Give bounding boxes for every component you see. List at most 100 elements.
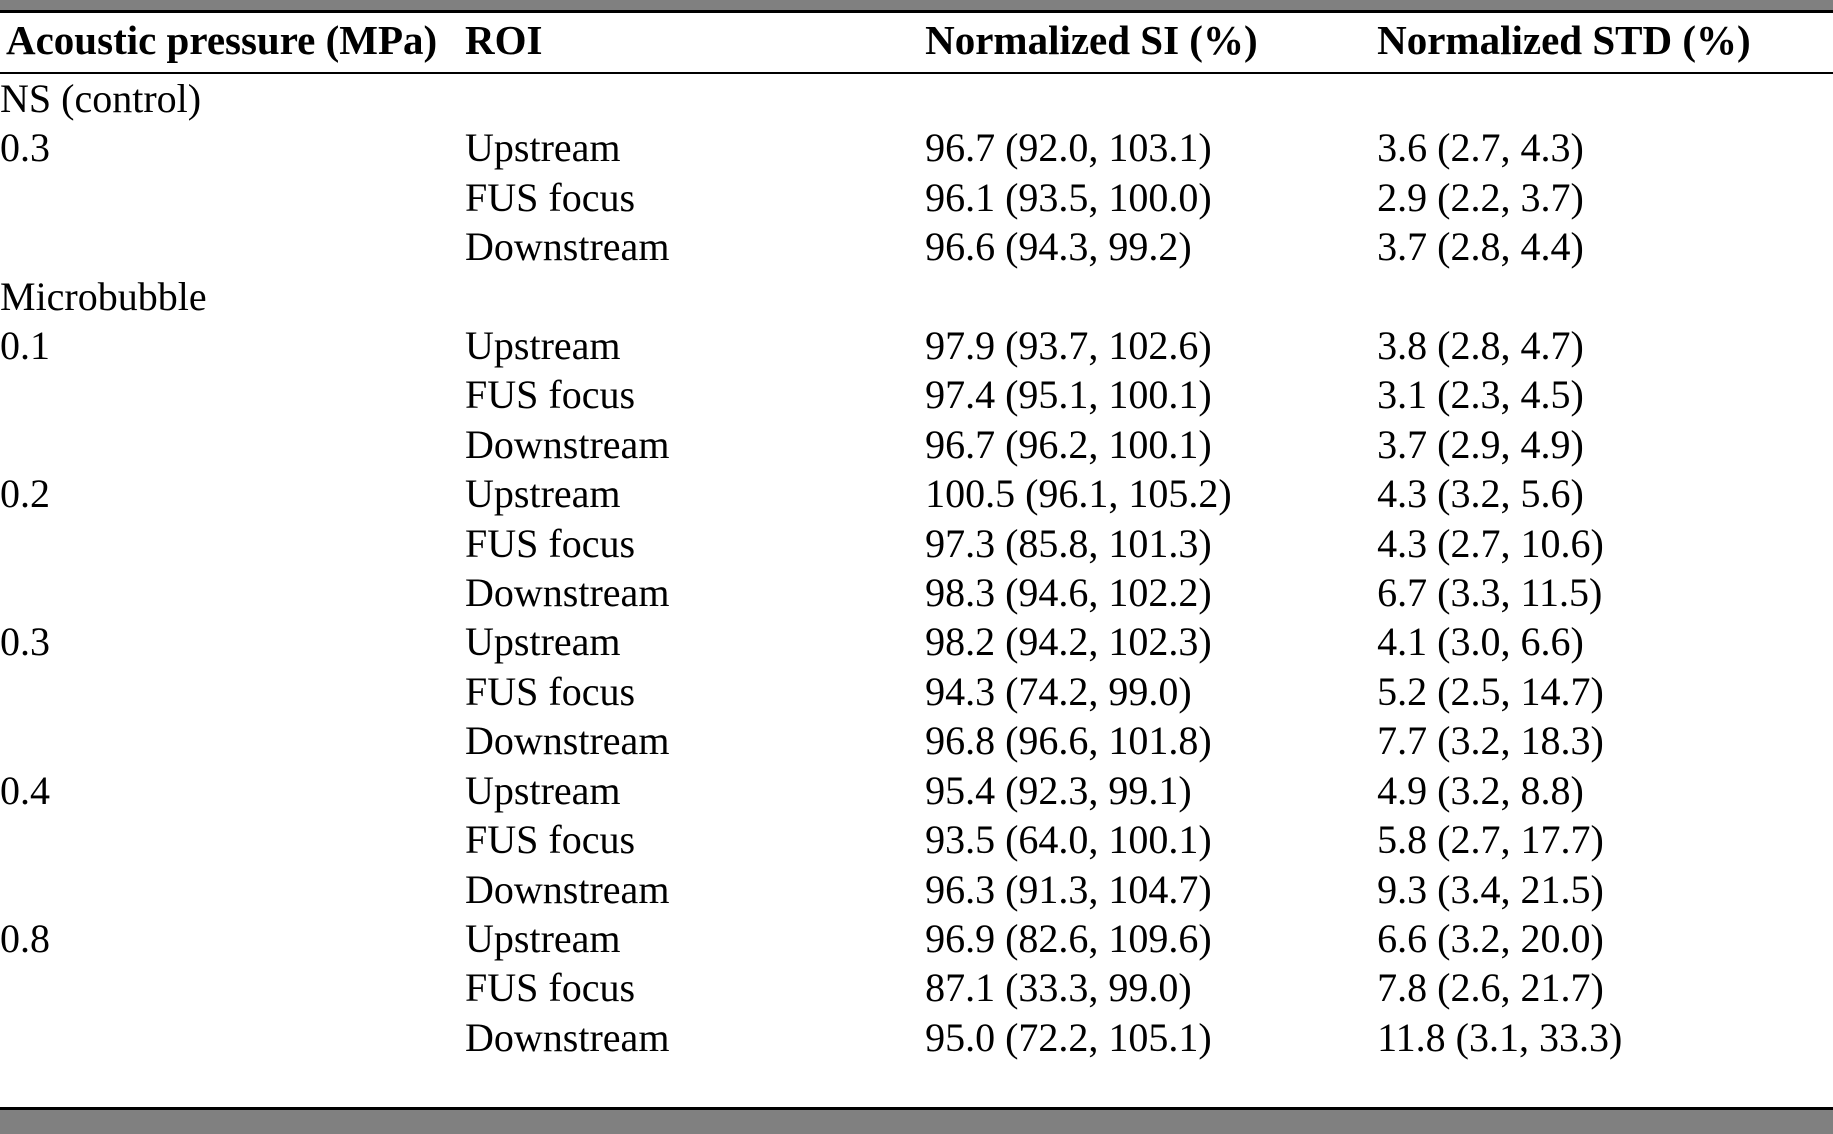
cell-si: 97.3 (85.8, 101.3) bbox=[925, 520, 1212, 566]
cell-roi: Downstream bbox=[465, 224, 670, 270]
cell-pressure bbox=[0, 420, 465, 469]
cell-pressure bbox=[0, 716, 465, 765]
cell-roi: FUS focus bbox=[465, 817, 636, 863]
table-row: Downstream 96.7 (96.2, 100.1) 3.7 (2.9, 4.… bbox=[0, 420, 1833, 469]
cell-std: 7.8 (2.6, 21.7) bbox=[1377, 965, 1604, 1011]
cell-roi: FUS focus bbox=[465, 965, 636, 1011]
cell-si: 96.7 (96.2, 100.1) bbox=[925, 421, 1212, 467]
cell-pressure bbox=[0, 1013, 465, 1062]
table-row: Downstream 98.3 (94.6, 102.2) 6.7 (3.3, 11… bbox=[0, 568, 1833, 617]
cell-std: 3.1 (2.3, 4.5) bbox=[1377, 372, 1584, 418]
table-row: FUS focus 94.3 (74.2, 99.0) 5.2 (2.5, 14.7… bbox=[0, 667, 1833, 716]
cell-std: 3.6 (2.7, 4.3) bbox=[1377, 125, 1584, 171]
table-row: Downstream 96.6 (94.3, 99.2) 3.7 (2.8, 4.4… bbox=[0, 222, 1833, 271]
col-header-acoustic-pressure: Acoustic pressure (MPa) bbox=[0, 13, 466, 74]
cell-std: 2.9 (2.2, 3.7) bbox=[1377, 174, 1584, 220]
cell-std: 6.6 (3.2, 20.0) bbox=[1377, 915, 1604, 961]
cell-pressure bbox=[0, 815, 465, 864]
cell-roi: FUS focus bbox=[465, 372, 636, 418]
cell-si: 93.5 (64.0, 100.1) bbox=[925, 817, 1212, 863]
cell-si: 98.2 (94.2, 102.3) bbox=[925, 619, 1212, 665]
cell-std: 3.7 (2.8, 4.4) bbox=[1377, 224, 1584, 270]
table-row: 0.3 Upstream 96.7 (92.0, 103.1) 3.6 (2.7, 4… bbox=[0, 123, 1833, 172]
cell-pressure bbox=[0, 963, 465, 1012]
cell-std: 4.3 (2.7, 10.6) bbox=[1377, 520, 1604, 566]
table-row: FUS focus 93.5 (64.0, 100.1) 5.8 (2.7, 17.… bbox=[0, 815, 1833, 864]
table-body: NS (control) 0.3 Upstream 96.7 (92.0, 103.1… bbox=[0, 73, 1833, 1062]
cell-si: 96.1 (93.5, 100.0) bbox=[925, 174, 1212, 220]
cell-roi: Upstream bbox=[465, 619, 621, 665]
cell-si: 100.5 (96.1, 105.2) bbox=[925, 471, 1232, 517]
cell-roi: Upstream bbox=[465, 767, 621, 813]
cell-std: 4.3 (3.2, 5.6) bbox=[1377, 471, 1584, 517]
cell-roi: Upstream bbox=[465, 471, 621, 517]
cell-pressure bbox=[0, 370, 465, 419]
table-row: FUS focus 87.1 (33.3, 99.0) 7.8 (2.6, 21.7… bbox=[0, 963, 1833, 1012]
cell-roi: FUS focus bbox=[465, 520, 636, 566]
table-row: 0.1 Upstream 97.9 (93.7, 102.6) 3.8 (2.8, 4… bbox=[0, 321, 1833, 370]
cell-std: 9.3 (3.4, 21.5) bbox=[1377, 866, 1604, 912]
cell-si: 95.4 (92.3, 99.1) bbox=[925, 767, 1192, 813]
cell-si: 96.9 (82.6, 109.6) bbox=[925, 915, 1212, 961]
cell-pressure: 0.2 bbox=[0, 471, 50, 517]
cell-si: 96.6 (94.3, 99.2) bbox=[925, 224, 1192, 270]
cell-roi: Upstream bbox=[465, 915, 621, 961]
cell-pressure bbox=[0, 568, 465, 617]
cell-roi: FUS focus bbox=[465, 174, 636, 220]
cell-roi: Downstream bbox=[465, 866, 670, 912]
cell-pressure bbox=[0, 222, 465, 271]
cell-std: 4.9 (3.2, 8.8) bbox=[1377, 767, 1584, 813]
cell-si: 97.4 (95.1, 100.1) bbox=[925, 372, 1212, 418]
cell-roi: Downstream bbox=[465, 570, 670, 616]
table-row: FUS focus 97.3 (85.8, 101.3) 4.3 (2.7, 10.… bbox=[0, 519, 1833, 568]
cell-si: 98.3 (94.6, 102.2) bbox=[925, 570, 1212, 616]
cell-roi: Upstream bbox=[465, 323, 621, 369]
table-row: FUS focus 96.1 (93.5, 100.0) 2.9 (2.2, 3.7… bbox=[0, 173, 1833, 222]
col-header-normalized-std: Normalized STD (%) bbox=[1377, 13, 1833, 74]
table-row: FUS focus 97.4 (95.1, 100.1) 3.1 (2.3, 4.5… bbox=[0, 370, 1833, 419]
cell-si: 94.3 (74.2, 99.0) bbox=[925, 668, 1192, 714]
cell-pressure bbox=[0, 519, 465, 568]
group-label: Microbubble bbox=[0, 273, 207, 319]
cell-si: 97.9 (93.7, 102.6) bbox=[925, 323, 1212, 369]
cell-roi: Downstream bbox=[465, 718, 670, 764]
results-table: Acoustic pressure (MPa) ROI Normalized S… bbox=[0, 13, 1833, 1062]
col-header-roi: ROI bbox=[465, 13, 926, 74]
table-row: 0.4 Upstream 95.4 (92.3, 99.1) 4.9 (3.2, 8.… bbox=[0, 766, 1833, 815]
cell-pressure bbox=[0, 667, 465, 716]
cell-si: 96.7 (92.0, 103.1) bbox=[925, 125, 1212, 171]
cell-pressure: 0.3 bbox=[0, 125, 50, 171]
cell-si: 96.8 (96.6, 101.8) bbox=[925, 718, 1212, 764]
cell-pressure: 0.3 bbox=[0, 619, 50, 665]
cell-roi: Downstream bbox=[465, 421, 670, 467]
cell-pressure bbox=[0, 865, 465, 914]
cell-roi: Downstream bbox=[465, 1014, 670, 1060]
cell-std: 5.2 (2.5, 14.7) bbox=[1377, 668, 1604, 714]
cell-si: 87.1 (33.3, 99.0) bbox=[925, 965, 1192, 1011]
group-row: Microbubble bbox=[0, 272, 1833, 321]
cell-std: 11.8 (3.1, 33.3) bbox=[1377, 1014, 1623, 1060]
cell-pressure: 0.1 bbox=[0, 323, 50, 369]
group-label: NS (control) bbox=[0, 76, 202, 121]
cell-si: 96.3 (91.3, 104.7) bbox=[925, 866, 1212, 912]
table-row: Downstream 96.3 (91.3, 104.7) 9.3 (3.4, 21… bbox=[0, 865, 1833, 914]
header-row: Acoustic pressure (MPa) ROI Normalized S… bbox=[0, 13, 1833, 74]
bottom-separator-bar bbox=[0, 1107, 1833, 1134]
cell-std: 6.7 (3.3, 11.5) bbox=[1377, 570, 1603, 616]
cell-pressure: 0.4 bbox=[0, 767, 50, 813]
cell-std: 5.8 (2.7, 17.7) bbox=[1377, 817, 1604, 863]
cell-std: 4.1 (3.0, 6.6) bbox=[1377, 619, 1584, 665]
cell-std: 3.7 (2.9, 4.9) bbox=[1377, 421, 1584, 467]
group-row: NS (control) bbox=[0, 73, 1833, 123]
table-row: 0.8 Upstream 96.9 (82.6, 109.6) 6.6 (3.2, 2… bbox=[0, 914, 1833, 963]
cell-pressure: 0.8 bbox=[0, 915, 50, 961]
table-row: Downstream 95.0 (72.2, 105.1) 11.8 (3.1, 3… bbox=[0, 1013, 1833, 1062]
col-header-normalized-si: Normalized SI (%) bbox=[925, 13, 1378, 74]
cell-roi: Upstream bbox=[465, 125, 621, 171]
table-row: 0.3 Upstream 98.2 (94.2, 102.3) 4.1 (3.0, 6… bbox=[0, 617, 1833, 666]
cell-std: 3.8 (2.8, 4.7) bbox=[1377, 323, 1584, 369]
cell-std: 7.7 (3.2, 18.3) bbox=[1377, 718, 1604, 764]
top-separator-bar bbox=[0, 0, 1833, 13]
table-row: 0.2 Upstream 100.5 (96.1, 105.2) 4.3 (3.2, … bbox=[0, 469, 1833, 518]
